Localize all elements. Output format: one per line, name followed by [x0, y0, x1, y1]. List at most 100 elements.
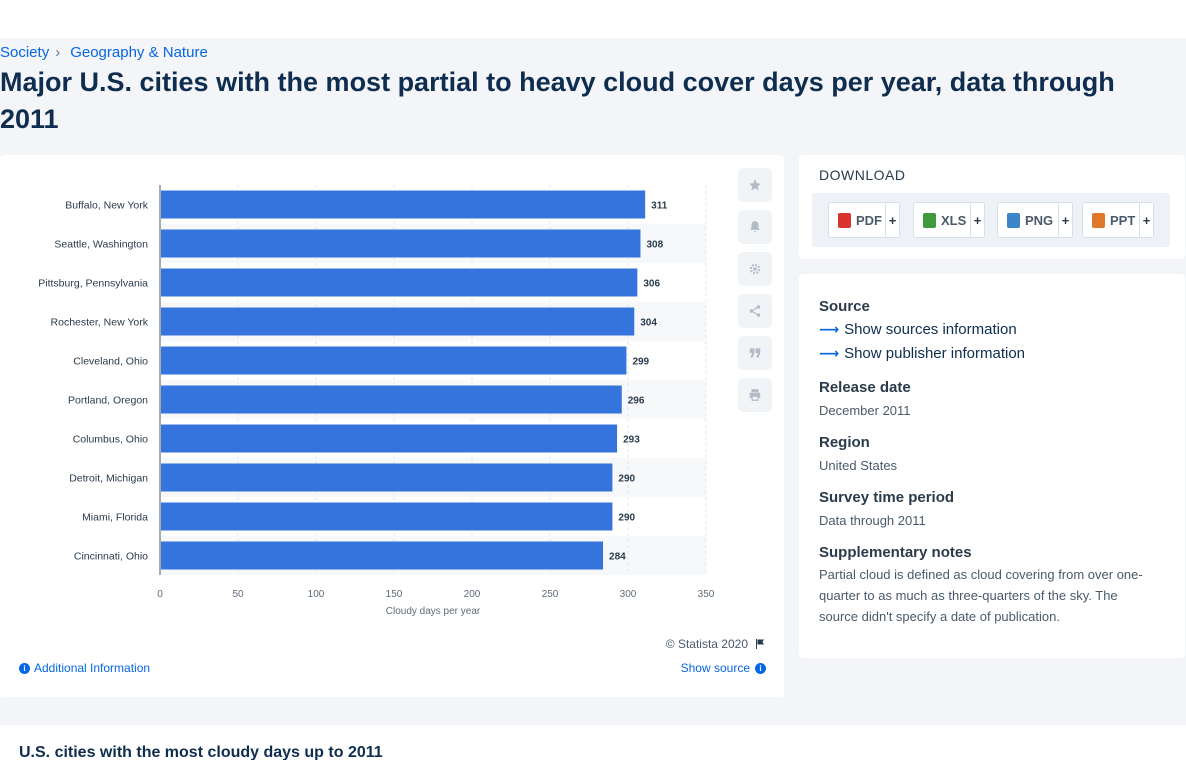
data-label: 293 [623, 435, 640, 446]
release-date-value: December 2011 [819, 403, 911, 418]
download-xls-button[interactable]: XLS + [913, 202, 985, 238]
bar [161, 385, 622, 414]
bar [161, 307, 635, 336]
supplementary-notes-value: Partial cloud is defined as cloud coveri… [819, 567, 1143, 624]
arrow-right-icon: ⟶ [819, 321, 840, 337]
breadcrumb: Society › Geography & Nature [0, 44, 208, 61]
info-icon: i [755, 662, 766, 674]
category-label: Cleveland, Ohio [73, 356, 148, 368]
download-title: DOWNLOAD [819, 167, 906, 183]
data-label: 290 [618, 513, 635, 524]
data-label: 290 [618, 474, 635, 485]
bar [161, 541, 604, 570]
pdf-file-icon [838, 212, 851, 228]
download-png-button[interactable]: PNG + [997, 202, 1073, 238]
region-value: United States [819, 458, 898, 473]
favorite-button[interactable] [738, 168, 772, 202]
x-axis-title: Cloudy days per year [386, 606, 481, 617]
copyright-notice: © Statista 2020 [666, 637, 766, 651]
download-buttons: PDF + XLS + PNG + PPT + [812, 193, 1170, 247]
print-button[interactable] [738, 378, 772, 412]
bar [161, 463, 613, 492]
bar-chart: 0 50 100 150 200 250 300 350 Buffalo, New York 31… [38, 185, 715, 617]
share-icon [749, 305, 761, 317]
category-label: Rochester, New York [51, 317, 149, 329]
show-sources-link[interactable]: ⟶ Show sources information [819, 321, 1017, 338]
x-tick-label: 150 [386, 589, 403, 600]
chart-card: 0 50 100 150 200 250 300 350 Buffalo, New York 31… [0, 155, 784, 697]
survey-period-heading: Survey time period [819, 489, 955, 506]
gear-icon [749, 263, 761, 275]
flag-icon[interactable] [754, 638, 766, 650]
related-statistic-card: U.S. cities with the most cloudy days up… [0, 725, 1186, 760]
statistic-info-card: Source ⟶ Show sources information ⟶ Show… [799, 274, 1185, 658]
download-ppt-button[interactable]: PPT + [1082, 202, 1154, 238]
star-icon [749, 179, 761, 191]
show-publisher-link[interactable]: ⟶ Show publisher information [819, 345, 1025, 362]
region-heading: Region [819, 434, 870, 451]
bar [161, 502, 613, 531]
download-xls-label: XLS [941, 212, 967, 228]
png-file-icon [1007, 212, 1020, 228]
share-button[interactable] [738, 294, 772, 328]
category-label: Miami, Florida [82, 512, 148, 524]
bar [161, 190, 646, 219]
x-tick-label: 300 [620, 589, 637, 600]
survey-period-value: Data through 2011 [819, 513, 926, 528]
quote-icon [749, 348, 761, 358]
x-tick-label: 50 [232, 589, 244, 600]
breadcrumb-separator: › [55, 44, 61, 61]
related-statistic-title[interactable]: U.S. cities with the most cloudy days up… [19, 744, 383, 760]
data-label: 306 [643, 279, 660, 290]
arrow-right-icon: ⟶ [819, 345, 840, 361]
show-source-link[interactable]: Show source i [681, 661, 766, 675]
category-label: Seattle, Washington [54, 239, 148, 251]
category-label: Detroit, Michigan [69, 473, 148, 485]
data-label: 304 [640, 318, 657, 329]
bell-icon [750, 221, 760, 233]
category-label: Pittsburg, Pennsylvania [38, 278, 148, 290]
download-xls-plus[interactable]: + [970, 203, 984, 237]
data-label: 311 [651, 201, 668, 212]
data-label: 284 [609, 552, 626, 563]
download-png-plus[interactable]: + [1058, 203, 1072, 237]
settings-button[interactable] [738, 252, 772, 286]
notification-button[interactable] [738, 210, 772, 244]
additional-information-label: Additional Information [34, 661, 151, 675]
ppt-file-icon [1092, 212, 1105, 228]
show-sources-label: Show sources information [844, 321, 1017, 338]
show-publisher-label: Show publisher information [844, 345, 1026, 362]
x-tick-label: 250 [542, 589, 559, 600]
supplementary-notes-heading: Supplementary notes [819, 544, 972, 561]
x-tick-label: 100 [308, 589, 325, 600]
download-pdf-button[interactable]: PDF + [828, 202, 900, 238]
download-pdf-plus[interactable]: + [885, 203, 899, 237]
data-label: 308 [646, 240, 663, 251]
copyright-text: © Statista 2020 [665, 637, 748, 651]
data-label: 296 [628, 396, 645, 407]
info-icon: i [19, 662, 30, 674]
download-pdf-label: PDF [856, 212, 882, 228]
category-label: Columbus, Ohio [73, 434, 148, 446]
download-png-label: PNG [1025, 212, 1054, 228]
category-label: Cincinnati, Ohio [74, 551, 148, 563]
x-tick-label: 350 [698, 589, 715, 600]
breadcrumb-item-geography[interactable]: Geography & Nature [70, 44, 208, 61]
top-bar [0, 0, 1186, 38]
data-label: 299 [632, 357, 649, 368]
cite-button[interactable] [738, 336, 772, 370]
download-ppt-label: PPT [1110, 212, 1136, 228]
bar [161, 424, 618, 453]
xls-file-icon [923, 212, 936, 228]
category-label: Portland, Oregon [68, 395, 148, 407]
download-card: DOWNLOAD PDF + XLS + PNG + PPT + [799, 155, 1185, 259]
release-date-heading: Release date [819, 379, 911, 396]
bar [161, 346, 627, 375]
bar [161, 268, 638, 297]
print-icon [749, 389, 761, 401]
breadcrumb-item-society[interactable]: Society [0, 44, 50, 61]
show-source-label: Show source [680, 661, 750, 675]
additional-information-link[interactable]: i Additional Information [19, 661, 150, 675]
x-tick-label: 0 [157, 589, 163, 600]
download-ppt-plus[interactable]: + [1139, 203, 1153, 237]
